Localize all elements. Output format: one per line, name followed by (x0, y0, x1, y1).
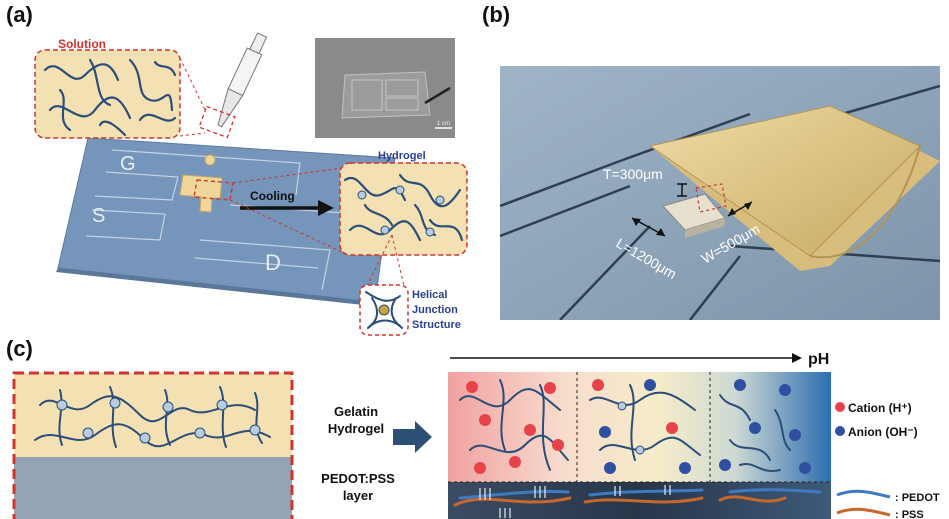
panel-label-b: (b) (482, 2, 511, 27)
gelatin-label-2: Hydrogel (328, 421, 384, 436)
ph-label: pH (808, 351, 829, 368)
solution-chains (43, 58, 177, 137)
solution-title: Solution (58, 37, 106, 51)
hydrogel-title: Hydrogel (378, 150, 426, 162)
gel-droplet (204, 154, 216, 166)
solution-inset (34, 49, 181, 139)
junction-nodes (357, 185, 445, 237)
panel-b-render: T=300μm L=1200μm W=500μm (500, 66, 940, 320)
panel-label-a: (a) (6, 2, 33, 27)
hydrogel-inset (339, 162, 468, 256)
pedot-layer-label-1: PEDOT:PSS (321, 471, 395, 486)
helical-label-1: Helical (412, 289, 447, 301)
c-left-junctions (56, 397, 261, 444)
pedot-layer-label-2: layer (343, 488, 373, 503)
pipette-tip-box (198, 105, 236, 139)
c-pedot-layer (14, 457, 292, 519)
c-right-chains (459, 379, 791, 473)
pipette (217, 32, 268, 128)
hydrogel-chains (343, 173, 464, 242)
source-letter: S (92, 205, 105, 227)
panel-c-right: pH (448, 351, 940, 519)
gate-letter: G (120, 153, 136, 175)
panel-c-left: Gelatin Hydrogel PEDOT:PSS layer (12, 371, 432, 519)
anion-legend-label: Anion (OH⁻) (848, 425, 918, 439)
drain-letter: D (265, 250, 281, 275)
cation-legend-label: Cation (H⁺) (848, 401, 912, 415)
thickness-label: T=300μm (603, 166, 663, 182)
gel-highlight-box (193, 179, 234, 201)
scale-bar-label: 1 cm (437, 121, 450, 127)
pedot-pss-chains (453, 488, 822, 507)
cation-dots (466, 379, 678, 474)
anion-dots (599, 379, 811, 474)
ph-gradient-box (448, 372, 831, 482)
c-transition-arrow (393, 421, 432, 453)
cation-legend-dot (835, 402, 845, 412)
cooling-label: Cooling (250, 189, 295, 203)
pss-legend-label: : PSS (895, 509, 924, 519)
pedot-legend-line (836, 489, 891, 499)
panel-label-c: (c) (6, 336, 33, 361)
panel-a-diagram: G S D Solution Cooling 1 cm (34, 32, 468, 336)
pedot-legend-label: : PEDOT (895, 492, 940, 504)
substrate-edge (56, 268, 375, 306)
helical-label-2: Junction (412, 304, 458, 316)
gel-pad (179, 174, 223, 213)
helical-label-3: Structure (412, 319, 461, 331)
pss-legend-line (836, 507, 891, 517)
anion-legend-dot (835, 426, 845, 436)
gelatin-label-1: Gelatin (334, 404, 378, 419)
